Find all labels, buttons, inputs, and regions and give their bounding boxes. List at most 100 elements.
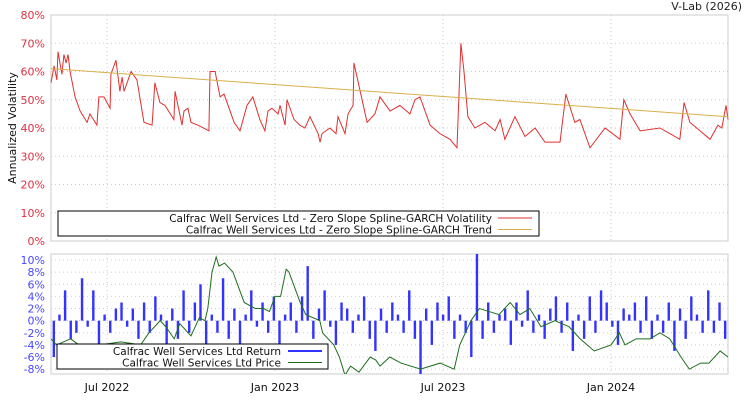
return-bar	[137, 320, 140, 339]
return-bar	[408, 290, 411, 321]
return-bar	[526, 290, 529, 321]
return-bar	[261, 302, 264, 321]
return-bar	[582, 320, 586, 339]
y-tick-label: 30%	[21, 150, 45, 163]
return-bar	[419, 320, 422, 374]
return-bar	[69, 320, 72, 339]
return-bar	[566, 302, 569, 321]
return-bar	[611, 320, 614, 327]
y-tick-label: -6%	[24, 351, 45, 364]
return-bar	[690, 296, 693, 321]
return-bar	[255, 320, 259, 327]
return-bar	[571, 320, 575, 351]
return-bar	[718, 302, 721, 321]
return-bar	[238, 320, 242, 345]
return-bar	[351, 320, 355, 333]
return-bar	[131, 308, 135, 321]
volatility-line	[50, 43, 729, 150]
return-bar	[374, 320, 377, 351]
return-bar	[109, 320, 112, 333]
y-tick-label: 6%	[28, 278, 45, 291]
return-bar	[80, 278, 84, 321]
return-bar	[317, 308, 321, 321]
y-tick-label: 10%	[21, 254, 45, 267]
return-bar	[661, 320, 665, 333]
legend	[57, 210, 540, 237]
watermark: V-Lab (2026)	[671, 0, 742, 13]
return-bar	[639, 320, 642, 333]
return-bar	[340, 302, 343, 321]
return-bar	[594, 320, 597, 333]
return-bar	[458, 314, 462, 321]
price-line	[51, 255, 728, 374]
y-tick-label: 50%	[21, 94, 45, 107]
return-bar	[391, 302, 394, 321]
return-bar	[560, 320, 563, 333]
return-bar	[210, 314, 213, 321]
return-bar	[701, 320, 704, 333]
return-bar	[475, 254, 479, 321]
return-bar	[588, 296, 591, 321]
plot-area	[50, 14, 729, 242]
return-bar	[402, 320, 405, 333]
return-bar	[503, 308, 507, 321]
return-bar	[86, 320, 89, 327]
return-bar	[656, 314, 659, 321]
return-bar	[492, 320, 496, 333]
legend-label: Calfrac Well Services Ltd Price	[122, 358, 281, 370]
return-bar	[306, 266, 309, 321]
return-bar	[125, 320, 129, 327]
return-bar	[554, 296, 558, 321]
return-bar	[520, 320, 524, 327]
return-bar	[267, 320, 270, 333]
return-bar	[148, 320, 151, 333]
return-bar	[272, 296, 276, 321]
return-bar	[182, 290, 185, 321]
return-bar	[233, 308, 236, 321]
return-bar	[464, 320, 467, 333]
return-bar	[142, 302, 146, 321]
return-bar	[684, 320, 687, 339]
return-bar	[379, 308, 383, 321]
return-bar	[605, 302, 608, 321]
return-bar	[227, 320, 230, 339]
y-tick-label: 20%	[21, 179, 45, 192]
return-bar	[628, 314, 631, 321]
return-bar	[244, 314, 247, 321]
return-bar	[171, 308, 174, 321]
trend-line	[50, 68, 729, 118]
y-tick-label: 40%	[21, 122, 45, 135]
return-bar	[453, 320, 456, 339]
x-tick-label: Jul 2023	[420, 381, 466, 394]
y-tick-label: 60%	[21, 66, 45, 79]
return-bar	[199, 284, 202, 321]
return-bar	[470, 320, 473, 358]
return-bar	[221, 278, 225, 321]
return-bar	[92, 290, 95, 321]
return-bar	[368, 320, 371, 339]
return-bar	[577, 314, 580, 321]
return-bar	[385, 320, 388, 333]
return-bar	[323, 290, 326, 321]
return-bar	[300, 296, 304, 321]
return-bar	[278, 320, 281, 351]
return-bar	[622, 308, 625, 321]
return-bar	[120, 302, 123, 321]
return-bar	[481, 320, 484, 339]
return-bar	[413, 320, 417, 339]
return-bar	[204, 320, 208, 345]
return-bar	[436, 302, 439, 321]
y-axis-label: Annualized Volatility	[6, 72, 19, 184]
return-bar	[75, 320, 78, 333]
return-bar	[707, 290, 710, 321]
y-tick-label: 70%	[21, 37, 45, 50]
return-bar	[616, 320, 620, 345]
legend	[56, 343, 329, 370]
y-tick-label: -4%	[24, 339, 45, 352]
return-bar	[678, 308, 682, 321]
y-tick-label: 4%	[28, 290, 45, 303]
return-bar	[509, 320, 512, 345]
return-bar	[441, 314, 445, 321]
return-bar	[289, 302, 292, 321]
